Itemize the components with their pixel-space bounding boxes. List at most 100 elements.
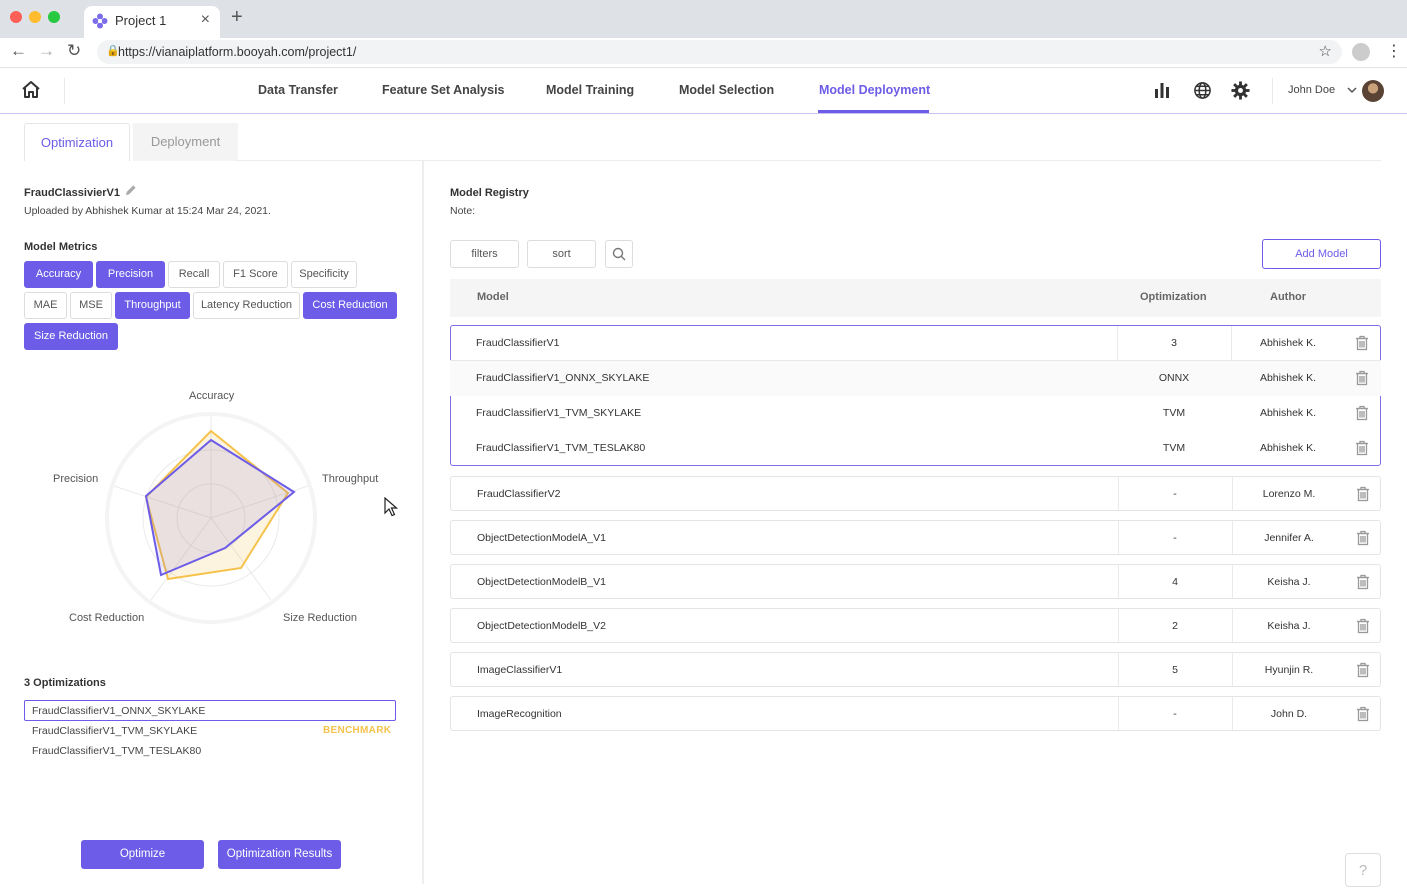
metric-chip-accuracy[interactable]: Accuracy: [24, 261, 93, 288]
add-model-button[interactable]: Add Model: [1262, 239, 1381, 269]
bookmark-star-icon[interactable]: ☆: [1318, 43, 1332, 60]
minimize-window-button[interactable]: [29, 11, 41, 23]
trash-icon[interactable]: [1356, 618, 1370, 637]
mouse-cursor-icon: [384, 496, 399, 522]
trash-icon[interactable]: [1355, 405, 1369, 424]
avatar[interactable]: [1362, 80, 1384, 102]
search-button[interactable]: [605, 240, 633, 268]
radar-axis-label: Precision: [53, 473, 99, 485]
nav-model-selection[interactable]: Model Selection: [679, 83, 775, 97]
tab-optimization[interactable]: Optimization: [24, 123, 130, 161]
metric-chip-mae[interactable]: MAE: [24, 292, 67, 319]
cell-divider: [1232, 521, 1233, 554]
table-row[interactable]: FraudClassifierV1_ONNX_SKYLAKE ONNX Abhi…: [450, 361, 1381, 396]
trash-icon[interactable]: [1356, 486, 1370, 505]
table-row[interactable]: ObjectDetectionModelB_V2 2 Keisha J.: [450, 608, 1381, 643]
help-button[interactable]: ?: [1345, 853, 1381, 887]
model-metrics-title: Model Metrics: [24, 241, 98, 253]
metric-chip-latency-reduction[interactable]: Latency Reduction: [193, 292, 300, 319]
trash-icon[interactable]: [1355, 370, 1369, 389]
trash-icon[interactable]: [1356, 574, 1370, 593]
search-icon: [612, 247, 626, 264]
app-header: Data Transfer Feature Set Analysis Model…: [0, 68, 1407, 114]
cell-divider: [1117, 326, 1118, 360]
nav-model-training[interactable]: Model Training: [546, 83, 635, 97]
cell-divider: [1232, 477, 1233, 510]
metric-chip-throughput[interactable]: Throughput: [115, 292, 190, 319]
table-row[interactable]: FraudClassifierV1 3 Abhishek K.: [450, 326, 1381, 361]
maximize-window-button[interactable]: [48, 11, 60, 23]
author-cell: Abhishek K.: [1259, 442, 1317, 454]
browser-tab[interactable]: Project 1 ×: [84, 6, 220, 38]
optimization-cell: -: [1173, 532, 1177, 544]
back-arrow-icon[interactable]: ←: [10, 41, 27, 60]
model-registry-title: Model Registry: [450, 187, 529, 199]
pencil-icon[interactable]: [124, 184, 137, 202]
browser-menu-icon[interactable]: ⋮: [1386, 43, 1402, 60]
user-name[interactable]: John Doe: [1288, 84, 1336, 96]
optimization-item[interactable]: FraudClassifierV1_TVM_TESLAK80: [32, 745, 202, 757]
nav-feature-set-analysis[interactable]: Feature Set Analysis: [382, 83, 505, 97]
trash-icon[interactable]: [1356, 662, 1370, 681]
cell-divider: [1232, 653, 1233, 686]
reload-icon[interactable]: ↻: [67, 41, 82, 60]
optimization-item[interactable]: FraudClassifierV1_ONNX_SKYLAKE: [32, 705, 206, 717]
table-row[interactable]: FraudClassifierV2 - Lorenzo M.: [450, 476, 1381, 511]
radar-axis-label: Throughput: [322, 473, 379, 485]
author-cell: Abhishek K.: [1259, 407, 1317, 419]
optimization-item-selected[interactable]: [24, 700, 396, 721]
column-header-author[interactable]: Author: [1270, 291, 1307, 303]
radar-chart: [105, 412, 317, 624]
tab-deployment[interactable]: Deployment: [133, 123, 238, 161]
metric-chip-mse[interactable]: MSE: [70, 292, 112, 319]
address-bar: ← → ↻ 🔒 https://vianaiplatform.booyah.co…: [0, 38, 1407, 68]
table-row[interactable]: FraudClassifierV1_TVM_SKYLAKE TVM Abhish…: [450, 396, 1381, 431]
url-field[interactable]: 🔒 https://vianaiplatform.booyah.com/proj…: [97, 40, 1342, 64]
table-row[interactable]: ImageClassifierV1 5 Hyunjin R.: [450, 652, 1381, 687]
globe-icon[interactable]: [1193, 81, 1212, 105]
browser-profile-icon[interactable]: [1352, 43, 1370, 61]
filters-button[interactable]: filters: [450, 240, 519, 268]
table-row[interactable]: ImageRecognition - John D.: [450, 696, 1381, 731]
tab-close-icon[interactable]: ×: [200, 11, 210, 28]
trash-icon[interactable]: [1355, 335, 1369, 354]
sort-button[interactable]: sort: [527, 240, 596, 268]
nav-data-transfer[interactable]: Data Transfer: [258, 83, 338, 97]
close-window-button[interactable]: [10, 11, 22, 23]
cell-divider: [1118, 697, 1119, 730]
table-row[interactable]: ObjectDetectionModelA_V1 - Jennifer A.: [450, 520, 1381, 555]
optimizations-title: 3 Optimizations: [24, 677, 106, 689]
table-row[interactable]: FraudClassifierV1_TVM_TESLAK80 TVM Abhis…: [450, 431, 1381, 466]
metric-chip-recall[interactable]: Recall: [168, 261, 220, 288]
chevron-down-icon[interactable]: [1346, 83, 1358, 101]
benchmark-badge: BENCHMARK: [323, 725, 392, 736]
author-cell: Keisha J.: [1267, 620, 1311, 632]
metric-chip-specificity[interactable]: Specificity: [291, 261, 357, 288]
trash-icon[interactable]: [1355, 440, 1369, 459]
trash-icon[interactable]: [1356, 530, 1370, 549]
gear-icon[interactable]: [1231, 81, 1250, 105]
optimization-results-button[interactable]: Optimization Results: [218, 840, 341, 869]
table-row[interactable]: ObjectDetectionModelB_V1 4 Keisha J.: [450, 564, 1381, 599]
column-header-model[interactable]: Model: [477, 291, 509, 303]
optimize-button[interactable]: Optimize: [81, 840, 204, 869]
home-icon[interactable]: [20, 80, 42, 105]
metric-chip-cost-reduction[interactable]: Cost Reduction: [303, 292, 397, 319]
column-header-optimization[interactable]: Optimization: [1140, 291, 1207, 303]
browser-titlebar: Project 1 × +: [0, 0, 1407, 38]
note-label: Note:: [450, 205, 476, 217]
forward-arrow-icon[interactable]: →: [38, 41, 55, 60]
model-cell: ObjectDetectionModelB_V2: [477, 620, 606, 632]
nav-model-deployment[interactable]: Model Deployment: [819, 83, 931, 97]
metric-chip-size-reduction[interactable]: Size Reduction: [24, 323, 118, 350]
panel-divider: [422, 161, 424, 884]
optimization-cell: 4: [1172, 576, 1178, 588]
bar-chart-icon[interactable]: [1153, 81, 1171, 104]
new-tab-button[interactable]: +: [231, 6, 243, 28]
metric-chip-f1-score[interactable]: F1 Score: [223, 261, 288, 288]
metric-chip-precision[interactable]: Precision: [96, 261, 165, 288]
author-cell: Lorenzo M.: [1262, 488, 1316, 500]
optimization-item[interactable]: FraudClassifierV1_TVM_SKYLAKE: [32, 725, 198, 737]
trash-icon[interactable]: [1356, 706, 1370, 725]
model-cell: FraudClassifierV1_TVM_SKYLAKE: [476, 407, 642, 419]
